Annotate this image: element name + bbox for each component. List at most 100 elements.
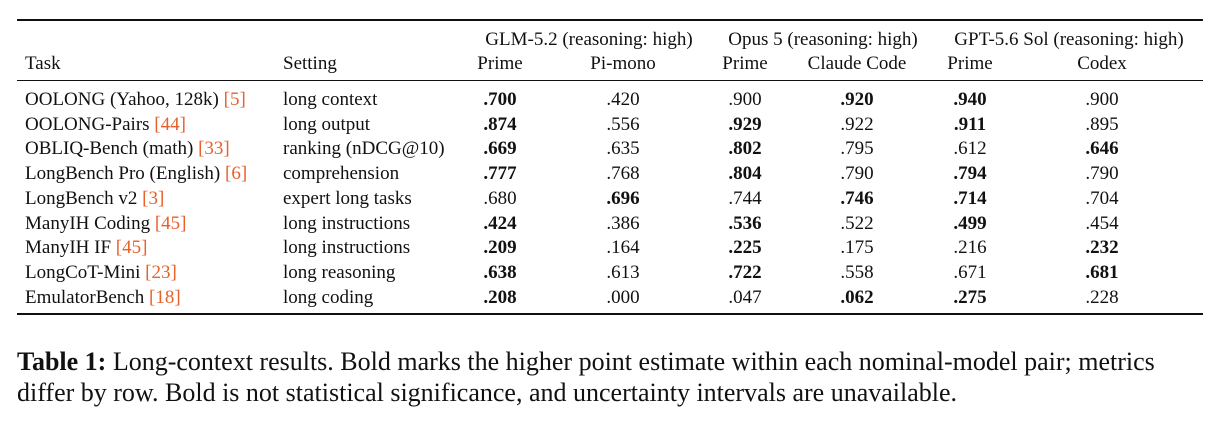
table-value-cell: .612 [953, 138, 987, 160]
table-value-cell: .929 [728, 113, 762, 135]
task-name: OOLONG-Pairs [25, 113, 150, 135]
table-value-cell: .704 [1085, 187, 1119, 209]
table-value-cell: .768 [606, 163, 640, 185]
table-value-cell: .232 [1085, 237, 1119, 259]
citation-link[interactable]: [18] [149, 286, 181, 308]
header-harness: Claude Code [807, 53, 907, 74]
table-value-cell: .047 [728, 286, 762, 308]
table-row-setting: ranking (nDCG@10) [283, 138, 445, 160]
task-name: LongCoT-Mini [25, 261, 141, 283]
table-value-cell: .613 [606, 261, 640, 283]
table-value-cell: .669 [483, 138, 517, 160]
task-name: LongBench Pro (English) [25, 163, 221, 185]
citation-link[interactable]: [23] [145, 261, 177, 283]
citation-link[interactable]: [33] [198, 138, 230, 160]
table-value-cell: .700 [483, 89, 517, 110]
table-value-cell: .714 [953, 187, 987, 209]
caption-label: Table 1: [17, 347, 107, 376]
table-value-cell: .228 [1085, 286, 1119, 308]
citation-link[interactable]: [3] [142, 187, 165, 209]
header-setting: Setting [283, 53, 337, 74]
caption-text: Long-context results. Bold marks the hig… [17, 347, 1155, 407]
header-harness: Prime [722, 53, 768, 74]
table-value-cell: .522 [840, 212, 874, 234]
table-row-task: OOLONG-Pairs [44] [25, 114, 186, 136]
table-value-cell: .420 [606, 89, 640, 110]
table-value-cell: .895 [1085, 113, 1119, 135]
table-value-cell: .000 [606, 286, 640, 308]
table-value-cell: .681 [1085, 261, 1119, 283]
table-value-cell: .744 [728, 187, 762, 209]
table-bottom-rule [17, 313, 1203, 315]
task-name: LongBench v2 [25, 187, 138, 209]
table-value-cell: .920 [840, 89, 874, 110]
table-value-cell: .804 [728, 163, 762, 185]
table-value-cell: .275 [953, 286, 987, 308]
table-row-task: ManyIH Coding [45] [25, 213, 186, 235]
task-name: ManyIH Coding [25, 212, 151, 234]
header-model-group: Opus 5 (reasoning: high) [728, 29, 918, 50]
citation-link[interactable]: [45] [115, 237, 148, 259]
task-name: ManyIH IF [25, 237, 112, 259]
table-row-setting: comprehension [283, 163, 400, 185]
table-value-cell: .802 [728, 138, 762, 160]
table-row-task: LongBench Pro (English) [6] [25, 163, 247, 185]
header-model-group: GPT-5.6 Sol (reasoning: high) [954, 29, 1184, 50]
table-row-setting: long reasoning [283, 261, 396, 283]
table-value-cell: .386 [606, 212, 640, 234]
table-row-task: EmulatorBench [18] [25, 287, 181, 309]
header-harness: Prime [477, 53, 523, 74]
table-row-task: ManyIH IF [45] [25, 237, 147, 259]
table-value-cell: .790 [840, 163, 874, 185]
table-value-cell: .499 [953, 212, 987, 234]
table-value-cell: .680 [483, 187, 517, 209]
table-row-setting: expert long tasks [283, 187, 412, 209]
table-value-cell: .635 [606, 138, 640, 160]
table-value-cell: .671 [953, 261, 987, 283]
table-value-cell: .790 [1085, 163, 1119, 185]
table-value-cell: .208 [483, 286, 517, 308]
table-value-cell: .209 [483, 237, 517, 259]
table-value-cell: .216 [953, 237, 987, 259]
header-harness: Codex [1077, 53, 1127, 74]
table-row-task: OOLONG (Yahoo, 128k) [5] [25, 89, 246, 111]
table-value-cell: .638 [483, 261, 517, 283]
table-row-setting: long context [283, 89, 378, 110]
table-value-cell: .874 [483, 113, 517, 135]
table-value-cell: .900 [728, 89, 762, 110]
header-harness: Pi-mono [590, 53, 656, 74]
table-value-cell: .696 [606, 187, 640, 209]
table-value-cell: .062 [840, 286, 874, 308]
table-value-cell: .746 [840, 187, 874, 209]
header-task: Task [25, 53, 61, 74]
citation-link[interactable]: [6] [225, 163, 248, 185]
table-row-setting: long coding [283, 286, 374, 308]
table-value-cell: .795 [840, 138, 874, 160]
table-value-cell: .940 [953, 89, 987, 110]
table-value-cell: .722 [728, 261, 762, 283]
citation-link[interactable]: [5] [223, 89, 246, 110]
task-name: OBLIQ-Bench (math) [25, 138, 194, 160]
table-row-setting: long instructions [283, 237, 411, 259]
table-value-cell: .424 [483, 212, 517, 234]
citation-link[interactable]: [45] [154, 212, 187, 234]
table-value-cell: .777 [483, 163, 517, 185]
table-value-cell: .646 [1085, 138, 1119, 160]
table-row-task: OBLIQ-Bench (math) [33] [25, 138, 230, 160]
table-row-setting: long instructions [283, 212, 411, 234]
header-model-group: GLM-5.2 (reasoning: high) [485, 29, 693, 50]
table-value-cell: .454 [1085, 212, 1119, 234]
task-name: OOLONG (Yahoo, 128k) [25, 89, 219, 110]
table-value-cell: .536 [728, 212, 762, 234]
table-value-cell: .164 [606, 237, 640, 259]
table-value-cell: .794 [953, 163, 987, 185]
citation-link[interactable]: [44] [154, 113, 186, 135]
table-value-cell: .911 [953, 113, 987, 135]
table-caption: Table 1: Long-context results. Bold mark… [17, 346, 1207, 408]
table-value-cell: .175 [840, 237, 874, 259]
table-top-rule [17, 19, 1203, 21]
table-value-cell: .558 [840, 261, 874, 283]
table-value-cell: .922 [840, 113, 874, 135]
task-name: EmulatorBench [25, 286, 145, 308]
